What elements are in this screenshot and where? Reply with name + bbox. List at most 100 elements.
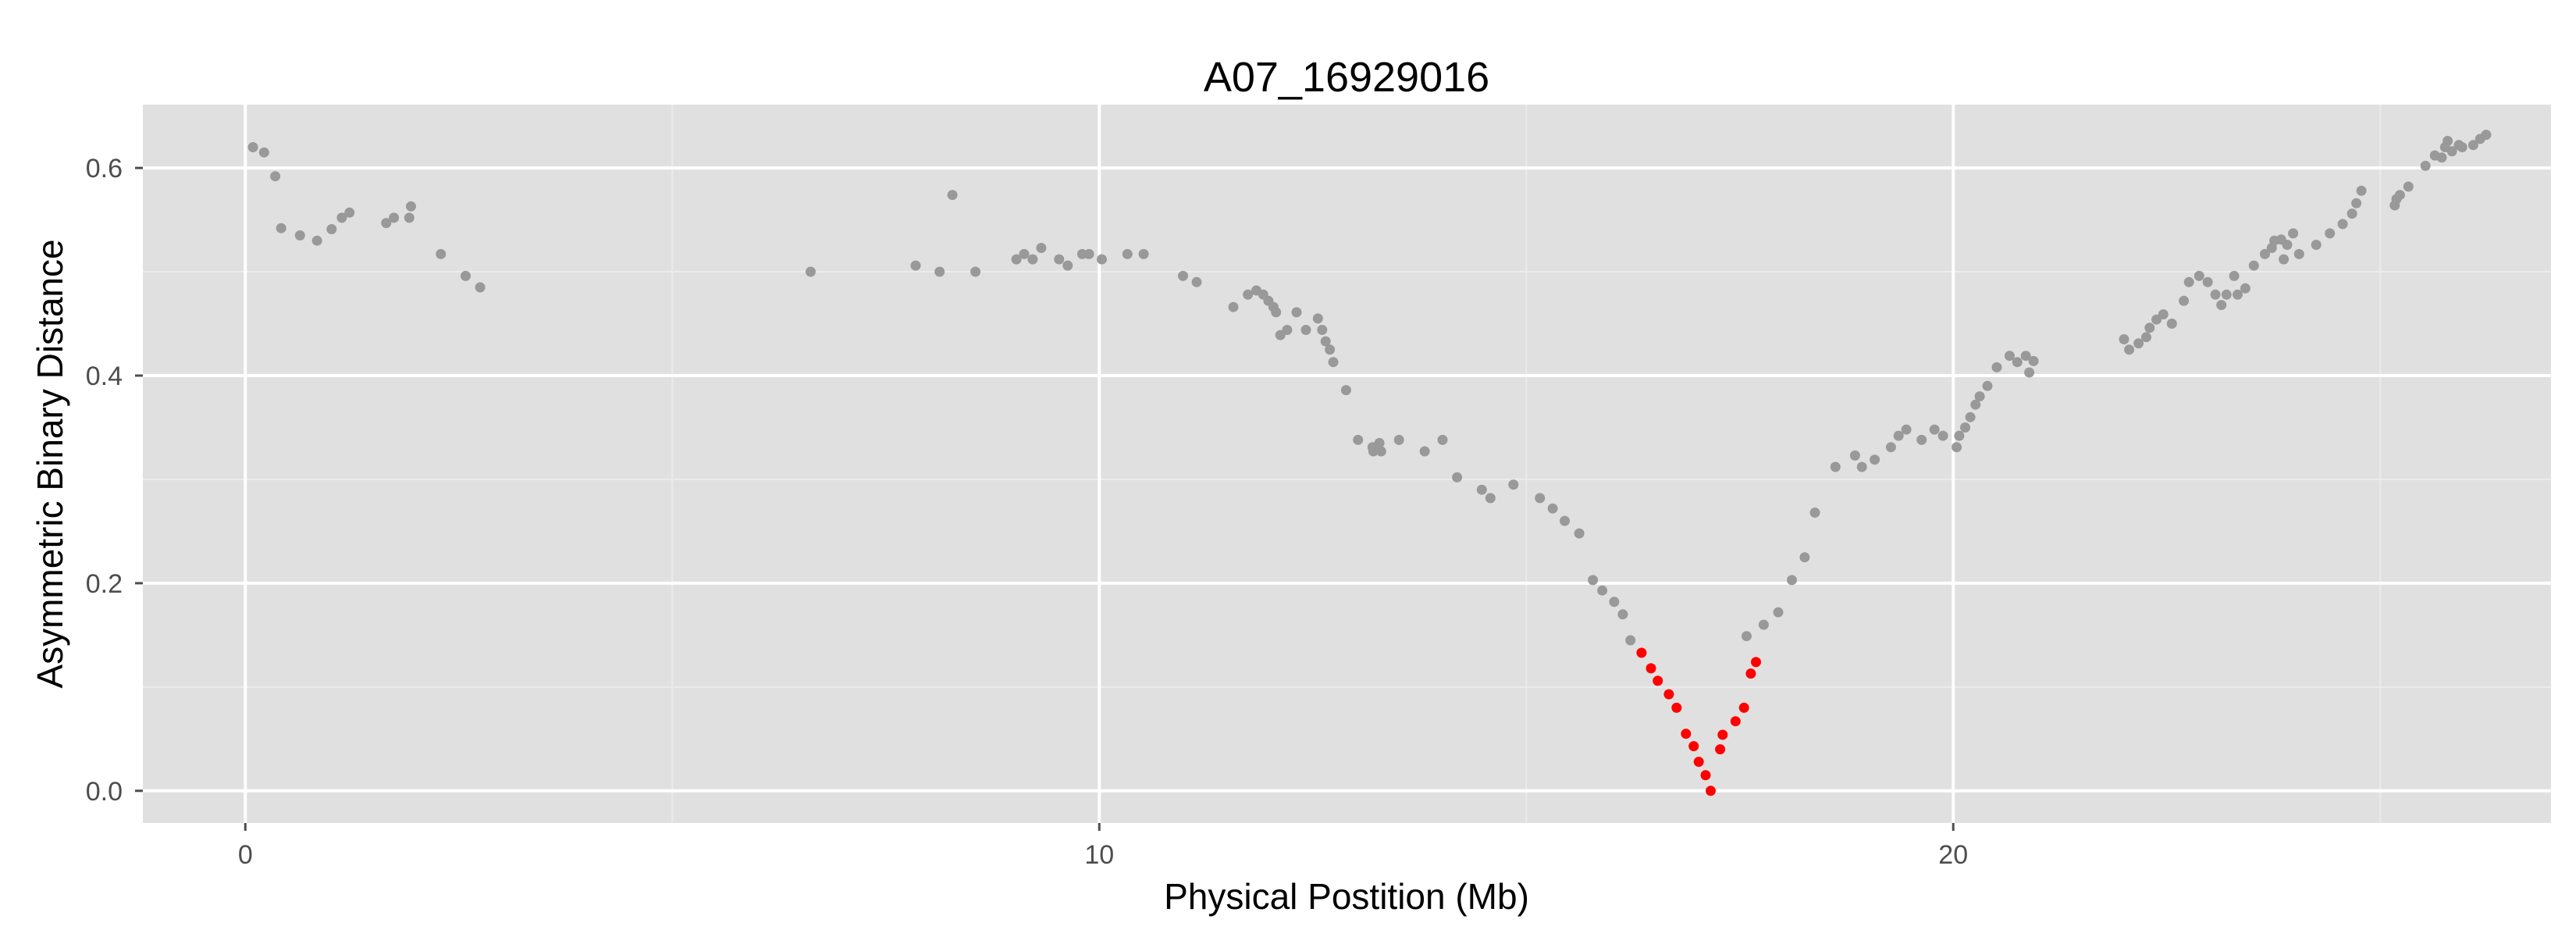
- data-point: [1954, 430, 1965, 441]
- data-point: [1325, 344, 1336, 355]
- data-point: [2004, 351, 2015, 362]
- x-tick-label: 0: [238, 840, 253, 870]
- data-point: [1437, 434, 1448, 445]
- data-point: [1393, 434, 1404, 445]
- highlighted-data-point: [1730, 716, 1741, 727]
- highlighted-data-point: [1751, 657, 1761, 668]
- data-point: [1097, 254, 1107, 265]
- data-point: [1742, 631, 1752, 642]
- data-point: [1830, 461, 1841, 472]
- data-point: [404, 212, 415, 223]
- y-tick-label: 0.0: [86, 777, 123, 807]
- data-point: [910, 260, 921, 271]
- data-point: [2356, 185, 2367, 196]
- data-point: [2202, 276, 2213, 287]
- data-point: [1036, 243, 1047, 253]
- data-point: [1191, 276, 1202, 287]
- data-point: [461, 270, 471, 281]
- data-point: [258, 147, 269, 158]
- highlighted-data-point: [1693, 757, 1704, 768]
- data-point: [1597, 585, 1608, 596]
- data-point: [2144, 322, 2155, 333]
- data-point: [2119, 334, 2129, 344]
- data-point: [1291, 307, 1302, 318]
- data-point: [1062, 260, 1073, 271]
- data-point: [1122, 248, 1133, 259]
- data-point: [1019, 248, 1030, 259]
- data-point: [1312, 313, 1323, 324]
- data-point: [344, 207, 355, 218]
- data-point: [1856, 461, 1867, 472]
- data-point: [1773, 607, 1784, 618]
- data-point: [1937, 430, 1948, 441]
- x-axis-tick-labels: 0 10 20: [238, 840, 1968, 870]
- highlighted-data-point: [1653, 675, 1663, 686]
- data-point: [1485, 493, 1496, 504]
- data-point: [336, 212, 347, 223]
- highlighted-data-point: [1636, 647, 1647, 658]
- y-axis-title: Asymmetric Binary Distance: [30, 239, 70, 688]
- data-point: [1375, 446, 1386, 457]
- data-point: [806, 266, 816, 277]
- highlighted-data-point: [1646, 663, 1656, 674]
- data-point: [2179, 295, 2190, 306]
- data-point: [1974, 391, 1985, 402]
- data-point: [2221, 289, 2232, 300]
- highlighted-data-point: [1745, 668, 1756, 679]
- data-point: [2216, 300, 2227, 311]
- data-point: [1011, 254, 1022, 265]
- data-point: [381, 218, 392, 229]
- data-point: [1419, 446, 1430, 457]
- data-point: [2158, 309, 2169, 320]
- data-point: [1054, 254, 1065, 265]
- data-point: [1991, 362, 2002, 372]
- data-point: [2279, 254, 2290, 265]
- data-point: [247, 142, 258, 152]
- data-point: [2337, 219, 2348, 230]
- data-point: [1787, 575, 1797, 586]
- y-tick-label: 0.6: [86, 154, 123, 183]
- axis-ticks: [135, 166, 1955, 831]
- data-point: [1965, 411, 1976, 422]
- data-point: [2347, 208, 2357, 219]
- data-point: [1560, 515, 1570, 526]
- data-point: [2288, 228, 2299, 239]
- data-point: [1758, 619, 1769, 630]
- chart-title: A07_16929016: [1204, 54, 1489, 101]
- data-point: [326, 224, 337, 234]
- data-point: [1476, 484, 1487, 495]
- data-point: [2233, 289, 2243, 300]
- data-point: [311, 235, 322, 246]
- data-point: [2351, 198, 2362, 208]
- data-point: [406, 201, 416, 212]
- data-point: [294, 230, 305, 240]
- data-point: [2248, 260, 2259, 271]
- data-point: [1960, 422, 1970, 433]
- data-point: [2020, 351, 2031, 362]
- data-point: [1317, 325, 1328, 335]
- data-point: [2124, 344, 2135, 355]
- x-tick-label: 10: [1084, 840, 1114, 870]
- data-point: [1083, 248, 1094, 259]
- data-point: [934, 266, 945, 277]
- data-point: [1368, 446, 1379, 457]
- data-points: [247, 130, 2492, 796]
- y-tick-label: 0.4: [86, 362, 123, 391]
- data-point: [276, 223, 286, 233]
- data-point: [2446, 146, 2457, 157]
- data-point: [947, 190, 958, 201]
- data-point: [2282, 240, 2293, 250]
- data-point: [2403, 181, 2414, 192]
- highlighted-data-point: [1671, 702, 1682, 713]
- data-point: [1952, 442, 1962, 453]
- y-axis-tick-labels: 0.0 0.2 0.4 0.6: [86, 154, 123, 807]
- data-point: [2467, 140, 2478, 151]
- data-point: [1982, 380, 1993, 391]
- data-point: [1617, 609, 1628, 620]
- data-point: [1885, 442, 1896, 453]
- data-point: [1271, 307, 1282, 318]
- data-point: [1374, 437, 1385, 448]
- data-point: [2481, 130, 2492, 141]
- data-point: [1970, 399, 1981, 410]
- data-point: [1809, 508, 1820, 518]
